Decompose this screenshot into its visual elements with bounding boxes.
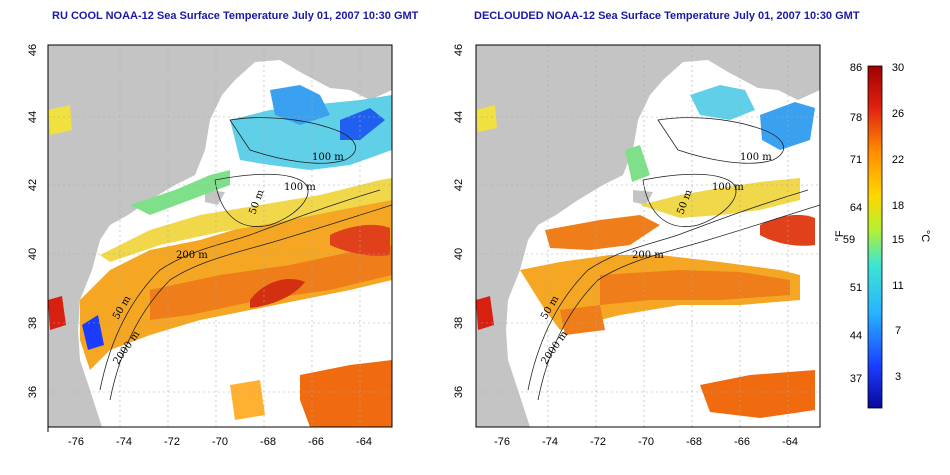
colorbar-c-label: 18 — [892, 200, 904, 212]
lon-tick: -64 — [782, 436, 798, 448]
lat-tick: 40 — [27, 248, 39, 260]
lon-tick: -76 — [494, 436, 510, 448]
lon-tick: -74 — [116, 436, 132, 448]
colorbar-f-label: 59 — [843, 234, 855, 246]
lon-tick: -66 — [308, 436, 324, 448]
lon-tick: -68 — [260, 436, 276, 448]
colorbar-f-label: 78 — [850, 112, 862, 124]
lat-tick: 38 — [453, 317, 465, 329]
colorbar-f-label: 86 — [850, 62, 862, 74]
colorbar-c-label: 7 — [895, 325, 901, 337]
colorbar-c-label: 15 — [892, 234, 904, 246]
colorbar-f-label: 37 — [850, 373, 862, 385]
lat-tick: 38 — [27, 317, 39, 329]
lon-tick: -72 — [164, 436, 180, 448]
lat-tick: 42 — [453, 179, 465, 191]
land-mass — [476, 45, 820, 427]
colorbar-c-label: 26 — [892, 108, 904, 120]
colorbar-f-label: 51 — [850, 282, 862, 294]
right-axis: -76 -74 -72 -70 -68 -66 -64 46 44 42 40 … — [453, 44, 798, 448]
contour-label: 100 m — [740, 152, 772, 163]
lon-tick: -74 — [542, 436, 558, 448]
colorbar-c-label: 22 — [892, 154, 904, 166]
lon-tick: -72 — [590, 436, 606, 448]
lon-tick: -66 — [734, 436, 750, 448]
lat-tick: 44 — [27, 111, 39, 123]
colorbar-unit-f: °F — [834, 230, 846, 241]
colorbar-f-label: 64 — [850, 202, 862, 214]
right-map: 100 m 100 m 50 m 200 m 50 m 2000 m — [476, 45, 820, 427]
contour-label: 200 m — [176, 250, 208, 261]
colorbar-unit-c: °C — [919, 230, 931, 242]
lon-tick: -64 — [356, 436, 372, 448]
lon-tick: -68 — [686, 436, 702, 448]
lat-tick: 36 — [453, 386, 465, 398]
land-mass — [48, 45, 392, 427]
colorbar-gradient — [867, 65, 883, 409]
colorbar-c-label: 11 — [892, 280, 903, 292]
lat-tick: 46 — [453, 44, 465, 56]
colorbar-f-label: 71 — [850, 154, 862, 166]
lon-tick: -76 — [68, 436, 84, 448]
lat-tick: 42 — [27, 179, 39, 191]
colorbar-c-label: 3 — [895, 371, 901, 383]
left-map: 100 m 100 m 50 m 200 m 50 m 2000 m — [48, 45, 392, 427]
contour-label: 100 m — [712, 182, 744, 193]
right-map-title: DECLOUDED NOAA-12 Sea Surface Temperatur… — [474, 10, 860, 22]
contour-label: 200 m — [632, 250, 664, 261]
lon-tick: -70 — [212, 436, 228, 448]
lat-tick: 40 — [453, 248, 465, 260]
lat-tick: 46 — [27, 44, 39, 56]
lat-tick: 44 — [453, 111, 465, 123]
contour-label: 100 m — [312, 152, 344, 163]
colorbar-c-label: 30 — [892, 62, 904, 74]
colorbar: 86 78 71 64 59 51 44 37 °F 30 26 22 18 1… — [834, 62, 931, 409]
lon-tick: -70 — [638, 436, 654, 448]
contour-label: 100 m — [284, 182, 316, 193]
left-axis: -76 -74 -72 -70 -68 -66 -64 46 44 42 40 … — [27, 44, 372, 448]
colorbar-f-label: 44 — [850, 330, 862, 342]
lat-tick: 36 — [27, 386, 39, 398]
left-map-title: RU COOL NOAA-12 Sea Surface Temperature … — [52, 10, 419, 22]
